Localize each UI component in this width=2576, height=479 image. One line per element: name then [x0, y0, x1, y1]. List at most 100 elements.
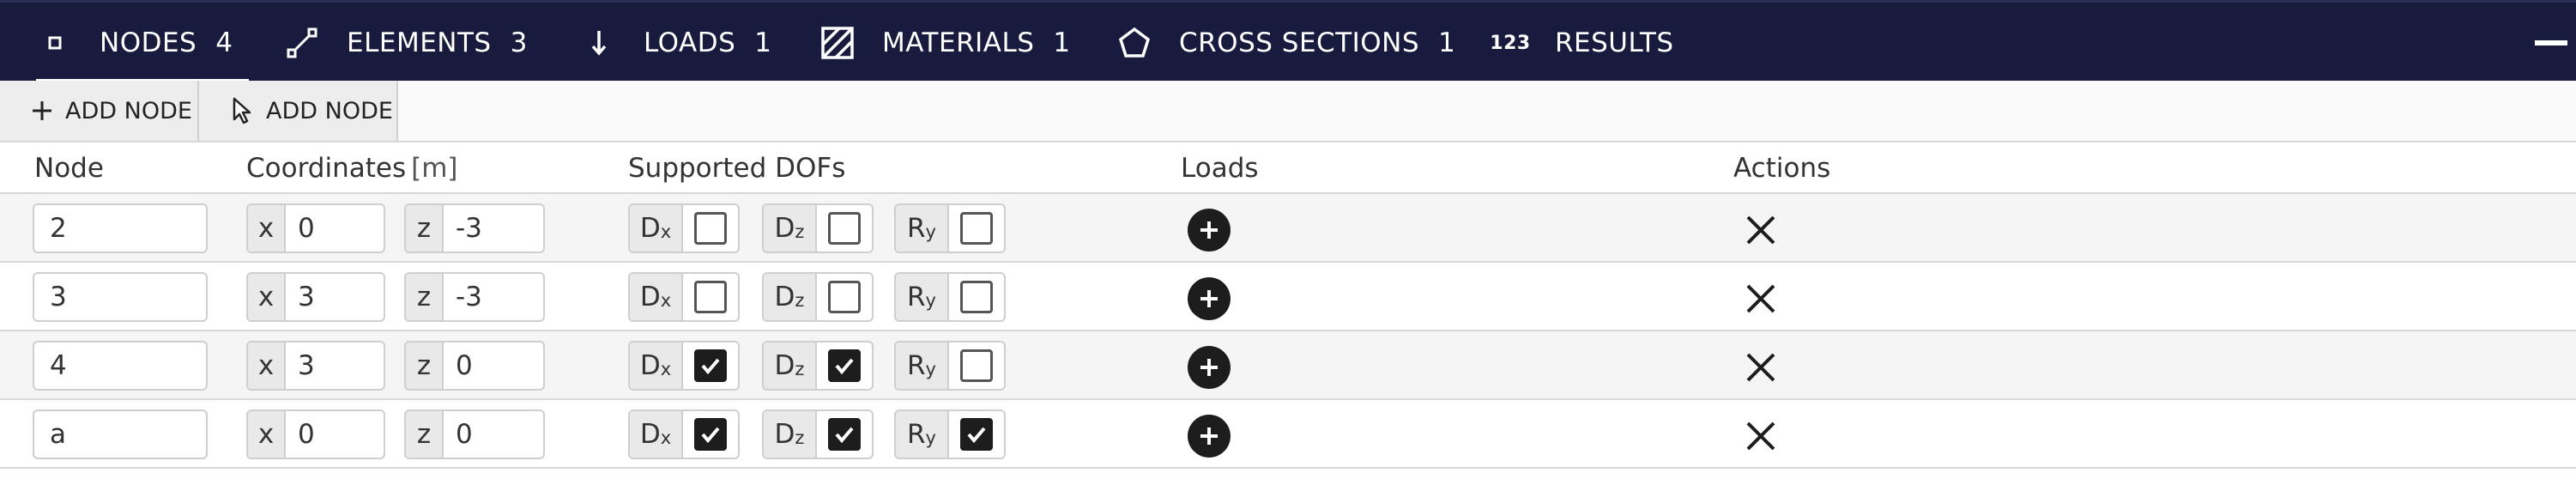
- tab-label: RESULTS: [1555, 27, 1674, 58]
- tab-label: NODES: [100, 27, 197, 58]
- dof-dx-checkbox[interactable]: [694, 212, 727, 245]
- add-load-button[interactable]: [1188, 277, 1231, 320]
- close-icon: [1746, 284, 1775, 313]
- z-coordinate-input[interactable]: -3: [456, 282, 482, 312]
- delete-node-button[interactable]: [1744, 350, 1778, 385]
- tab-count: 1: [1438, 27, 1456, 58]
- node-name-field[interactable]: 3: [33, 272, 208, 322]
- tab-label: CROSS SECTIONS: [1179, 27, 1420, 58]
- numbers-123-icon: 123: [1490, 32, 1531, 54]
- delete-node-button[interactable]: [1744, 419, 1778, 453]
- tab-label: ELEMENTS: [347, 27, 492, 58]
- z-coordinate-label: z: [406, 411, 444, 458]
- dof-dx-checkbox[interactable]: [694, 349, 727, 382]
- close-icon: [1746, 421, 1775, 451]
- x-coordinate-input[interactable]: 3: [298, 350, 315, 381]
- dof-ry-checkbox[interactable]: [960, 349, 993, 382]
- element-line-icon: [283, 24, 321, 62]
- dof-ry-checkbox[interactable]: [960, 281, 993, 313]
- z-coordinate-field: z -3: [404, 272, 545, 322]
- node-name-field[interactable]: a: [33, 409, 208, 459]
- tab-label: LOADS: [644, 27, 736, 58]
- tab-materials[interactable]: MATERIALS 1: [819, 3, 1071, 83]
- x-coordinate-label: x: [248, 343, 286, 389]
- plus-circle-icon: [1200, 427, 1218, 445]
- z-coordinate-field: z 0: [404, 341, 545, 391]
- x-coordinate-input[interactable]: 3: [298, 282, 315, 312]
- table-header: Node Coordinates [m] Supported DOFs Load…: [0, 142, 2576, 194]
- z-coordinate-input[interactable]: -3: [456, 213, 482, 244]
- tab-cross-sections[interactable]: CROSS SECTIONS 1: [1116, 3, 1455, 83]
- coordinates-unit: [m]: [411, 153, 458, 184]
- z-coordinate-input[interactable]: 0: [456, 350, 473, 381]
- dof-dz-checkbox[interactable]: [828, 349, 861, 382]
- coordinates-label: Coordinates: [246, 153, 407, 184]
- x-coordinate-label: x: [248, 274, 286, 320]
- z-coordinate-label: z: [406, 274, 444, 320]
- node-name-field[interactable]: 2: [33, 203, 208, 253]
- dof-dz-checkbox[interactable]: [828, 281, 861, 313]
- dof-dz-checkbox[interactable]: [828, 212, 861, 245]
- delete-node-button[interactable]: [1744, 213, 1778, 247]
- z-coordinate-input[interactable]: 0: [456, 419, 473, 450]
- tab-count: 4: [215, 27, 233, 58]
- tab-elements[interactable]: ELEMENTS 3: [283, 3, 528, 83]
- add-load-button[interactable]: [1188, 209, 1231, 252]
- plus-circle-icon: [1200, 221, 1218, 239]
- delete-node-button[interactable]: [1744, 282, 1778, 316]
- dof-dx-checkbox[interactable]: [694, 281, 727, 313]
- dof-dx-checkbox[interactable]: [694, 418, 727, 451]
- add-node-button[interactable]: ADD NODE: [0, 81, 199, 141]
- dof-ry-checkbox[interactable]: [960, 212, 993, 245]
- tab-results[interactable]: 123 RESULTS: [1490, 3, 1674, 83]
- x-coordinate-field: x 3: [246, 272, 385, 322]
- z-coordinate-field: z -3: [404, 203, 545, 253]
- tab-loads[interactable]: LOADS 1: [580, 3, 772, 83]
- minimize-button[interactable]: [2526, 3, 2576, 83]
- add-load-button[interactable]: [1188, 346, 1231, 389]
- tab-count: 3: [510, 27, 528, 58]
- tab-count: 1: [754, 27, 772, 58]
- dof-dz-checkbox[interactable]: [828, 418, 861, 451]
- tab-nodes[interactable]: NODES 4: [36, 3, 249, 83]
- x-coordinate-input[interactable]: 0: [298, 213, 315, 244]
- node-name-field[interactable]: 4: [33, 341, 208, 391]
- plus-icon: [29, 98, 55, 124]
- arrow-down-icon: [580, 24, 618, 62]
- column-header-loads: Loads: [1181, 153, 1259, 184]
- z-coordinate-label: z: [406, 343, 444, 389]
- close-icon: [1746, 215, 1775, 245]
- dof-ry-checkbox[interactable]: [960, 418, 993, 451]
- x-coordinate-input[interactable]: 0: [298, 419, 315, 450]
- top-tab-bar: NODES 4 ELEMENTS 3 LOADS 1: [0, 0, 2576, 83]
- cursor-pointer-icon: [230, 97, 256, 124]
- node-square-icon: [36, 24, 74, 62]
- x-coordinate-field: x 3: [246, 341, 385, 391]
- x-coordinate-field: x 0: [246, 409, 385, 459]
- add-node-pick-button[interactable]: ADD NODE: [199, 81, 398, 141]
- add-load-button[interactable]: [1188, 415, 1231, 458]
- toolbar: ADD NODE ADD NODE: [0, 81, 2576, 142]
- x-coordinate-field: x 0: [246, 203, 385, 253]
